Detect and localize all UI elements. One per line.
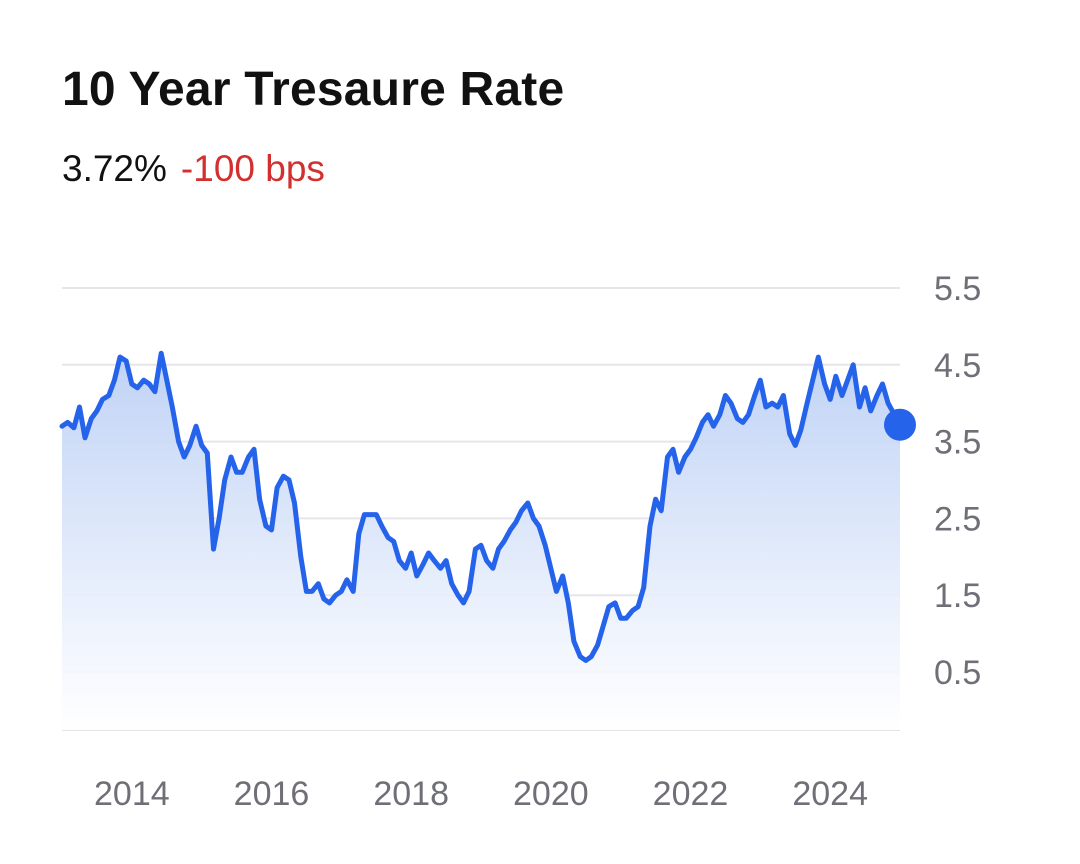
y-tick-label: 3.5	[934, 424, 981, 462]
x-tick-label: 2020	[513, 775, 589, 813]
y-axis: 5.5 4.5 3.5 2.5 1.5 0.5	[934, 270, 981, 692]
y-tick-label: 5.5	[934, 270, 981, 308]
y-tick-label: 2.5	[934, 500, 981, 538]
y-tick-label: 4.5	[934, 347, 981, 385]
x-tick-label: 2016	[234, 775, 310, 813]
current-rate: 3.72%	[62, 148, 167, 189]
x-axis: 2014 2016 2018 2020 2022 2024	[94, 775, 868, 813]
y-tick-label: 0.5	[934, 654, 981, 692]
x-tick-label: 2022	[653, 775, 729, 813]
rate-line	[59, 350, 903, 663]
x-tick-label: 2024	[792, 775, 868, 813]
x-tick-label: 2018	[373, 775, 449, 813]
area-fill	[62, 353, 900, 730]
chart-title: 10 Year Tresaure Rate	[62, 63, 565, 116]
rate-change: -100 bps	[180, 148, 325, 189]
area-path	[62, 353, 900, 730]
rate-summary: 3.72% -100 bps	[62, 148, 325, 190]
series-line	[59, 350, 916, 663]
x-tick-label: 2014	[94, 775, 170, 813]
y-tick-label: 1.5	[934, 577, 981, 615]
current-value-marker[interactable]	[884, 408, 916, 441]
